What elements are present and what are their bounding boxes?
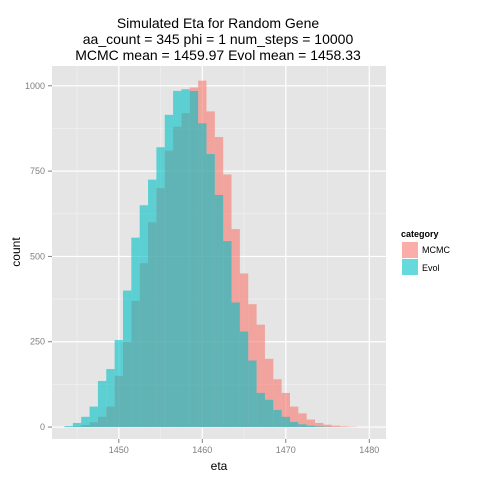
bar-mcmc — [264, 358, 274, 428]
bar-evol — [106, 369, 115, 428]
bar-evol — [131, 237, 140, 428]
y-tick-label: 0 — [40, 422, 45, 432]
chart-title: Simulated Eta for Random Gene aa_count =… — [75, 15, 361, 63]
bar-mcmc — [298, 413, 307, 428]
bar-mcmc — [323, 424, 332, 428]
bar-mcmc — [306, 419, 316, 428]
series-evol-bars — [64, 89, 332, 428]
x-tick-label: 1480 — [359, 445, 379, 455]
bar-evol — [156, 147, 165, 428]
bar-evol — [122, 290, 132, 428]
bar-evol — [206, 154, 215, 428]
bar-evol — [306, 425, 316, 428]
x-tick-label: 1470 — [276, 445, 296, 455]
bar-mcmc — [289, 406, 299, 428]
bar-evol — [298, 424, 307, 428]
x-tick-label: 1450 — [109, 445, 129, 455]
legend-swatch-mcmc — [402, 242, 418, 258]
bar-evol — [223, 241, 232, 428]
bar-evol — [114, 340, 123, 428]
bar-evol — [239, 331, 249, 428]
bar-evol — [181, 89, 190, 428]
bar-evol — [248, 360, 257, 428]
bar-evol — [189, 90, 199, 428]
bar-mcmc — [315, 422, 324, 428]
bar-evol — [289, 421, 299, 428]
x-tick-label: 1460 — [192, 445, 212, 455]
bar-mcmc — [281, 392, 290, 428]
y-tick-label: 1000 — [25, 81, 45, 91]
bar-evol — [139, 205, 149, 428]
y-tick-label: 500 — [30, 251, 45, 261]
y-axis-title: count — [9, 237, 23, 267]
bar-evol — [231, 302, 240, 428]
bar-evol — [89, 406, 98, 428]
legend-label-evol: Evol — [422, 263, 440, 273]
bar-mcmc — [273, 379, 282, 428]
bar-evol — [281, 416, 290, 428]
title-line-3: MCMC mean = 1459.97 Evol mean = 1458.33 — [75, 47, 361, 63]
bar-evol — [64, 426, 73, 428]
bar-evol — [164, 114, 174, 428]
bar-evol — [81, 416, 90, 428]
bar-evol — [256, 392, 265, 428]
bar-evol — [97, 380, 107, 428]
x-axis-title: eta — [211, 459, 228, 473]
bar-evol — [198, 123, 207, 428]
bar-evol — [214, 194, 224, 428]
bar-evol — [173, 90, 182, 428]
bar-mcmc — [340, 426, 349, 428]
legend-swatch-evol — [402, 259, 418, 275]
legend-title: category — [401, 229, 439, 239]
title-line-2: aa_count = 345 phi = 1 num_steps = 10000 — [83, 31, 354, 47]
bar-evol — [273, 409, 282, 428]
bar-evol — [148, 179, 157, 428]
axis-ticks: 1450 1460 1470 1480 0 250 500 750 1000 — [25, 81, 379, 455]
bar-evol — [72, 422, 82, 428]
legend-label-mcmc: MCMC — [422, 245, 450, 255]
bar-mcmc — [331, 425, 341, 428]
title-line-1: Simulated Eta for Random Gene — [117, 15, 320, 31]
bar-evol — [264, 399, 274, 428]
legend: category MCMC Evol — [401, 229, 450, 275]
bar-mcmc — [256, 324, 265, 428]
y-tick-label: 750 — [30, 166, 45, 176]
bar-evol — [315, 426, 324, 428]
y-tick-label: 250 — [30, 337, 45, 347]
